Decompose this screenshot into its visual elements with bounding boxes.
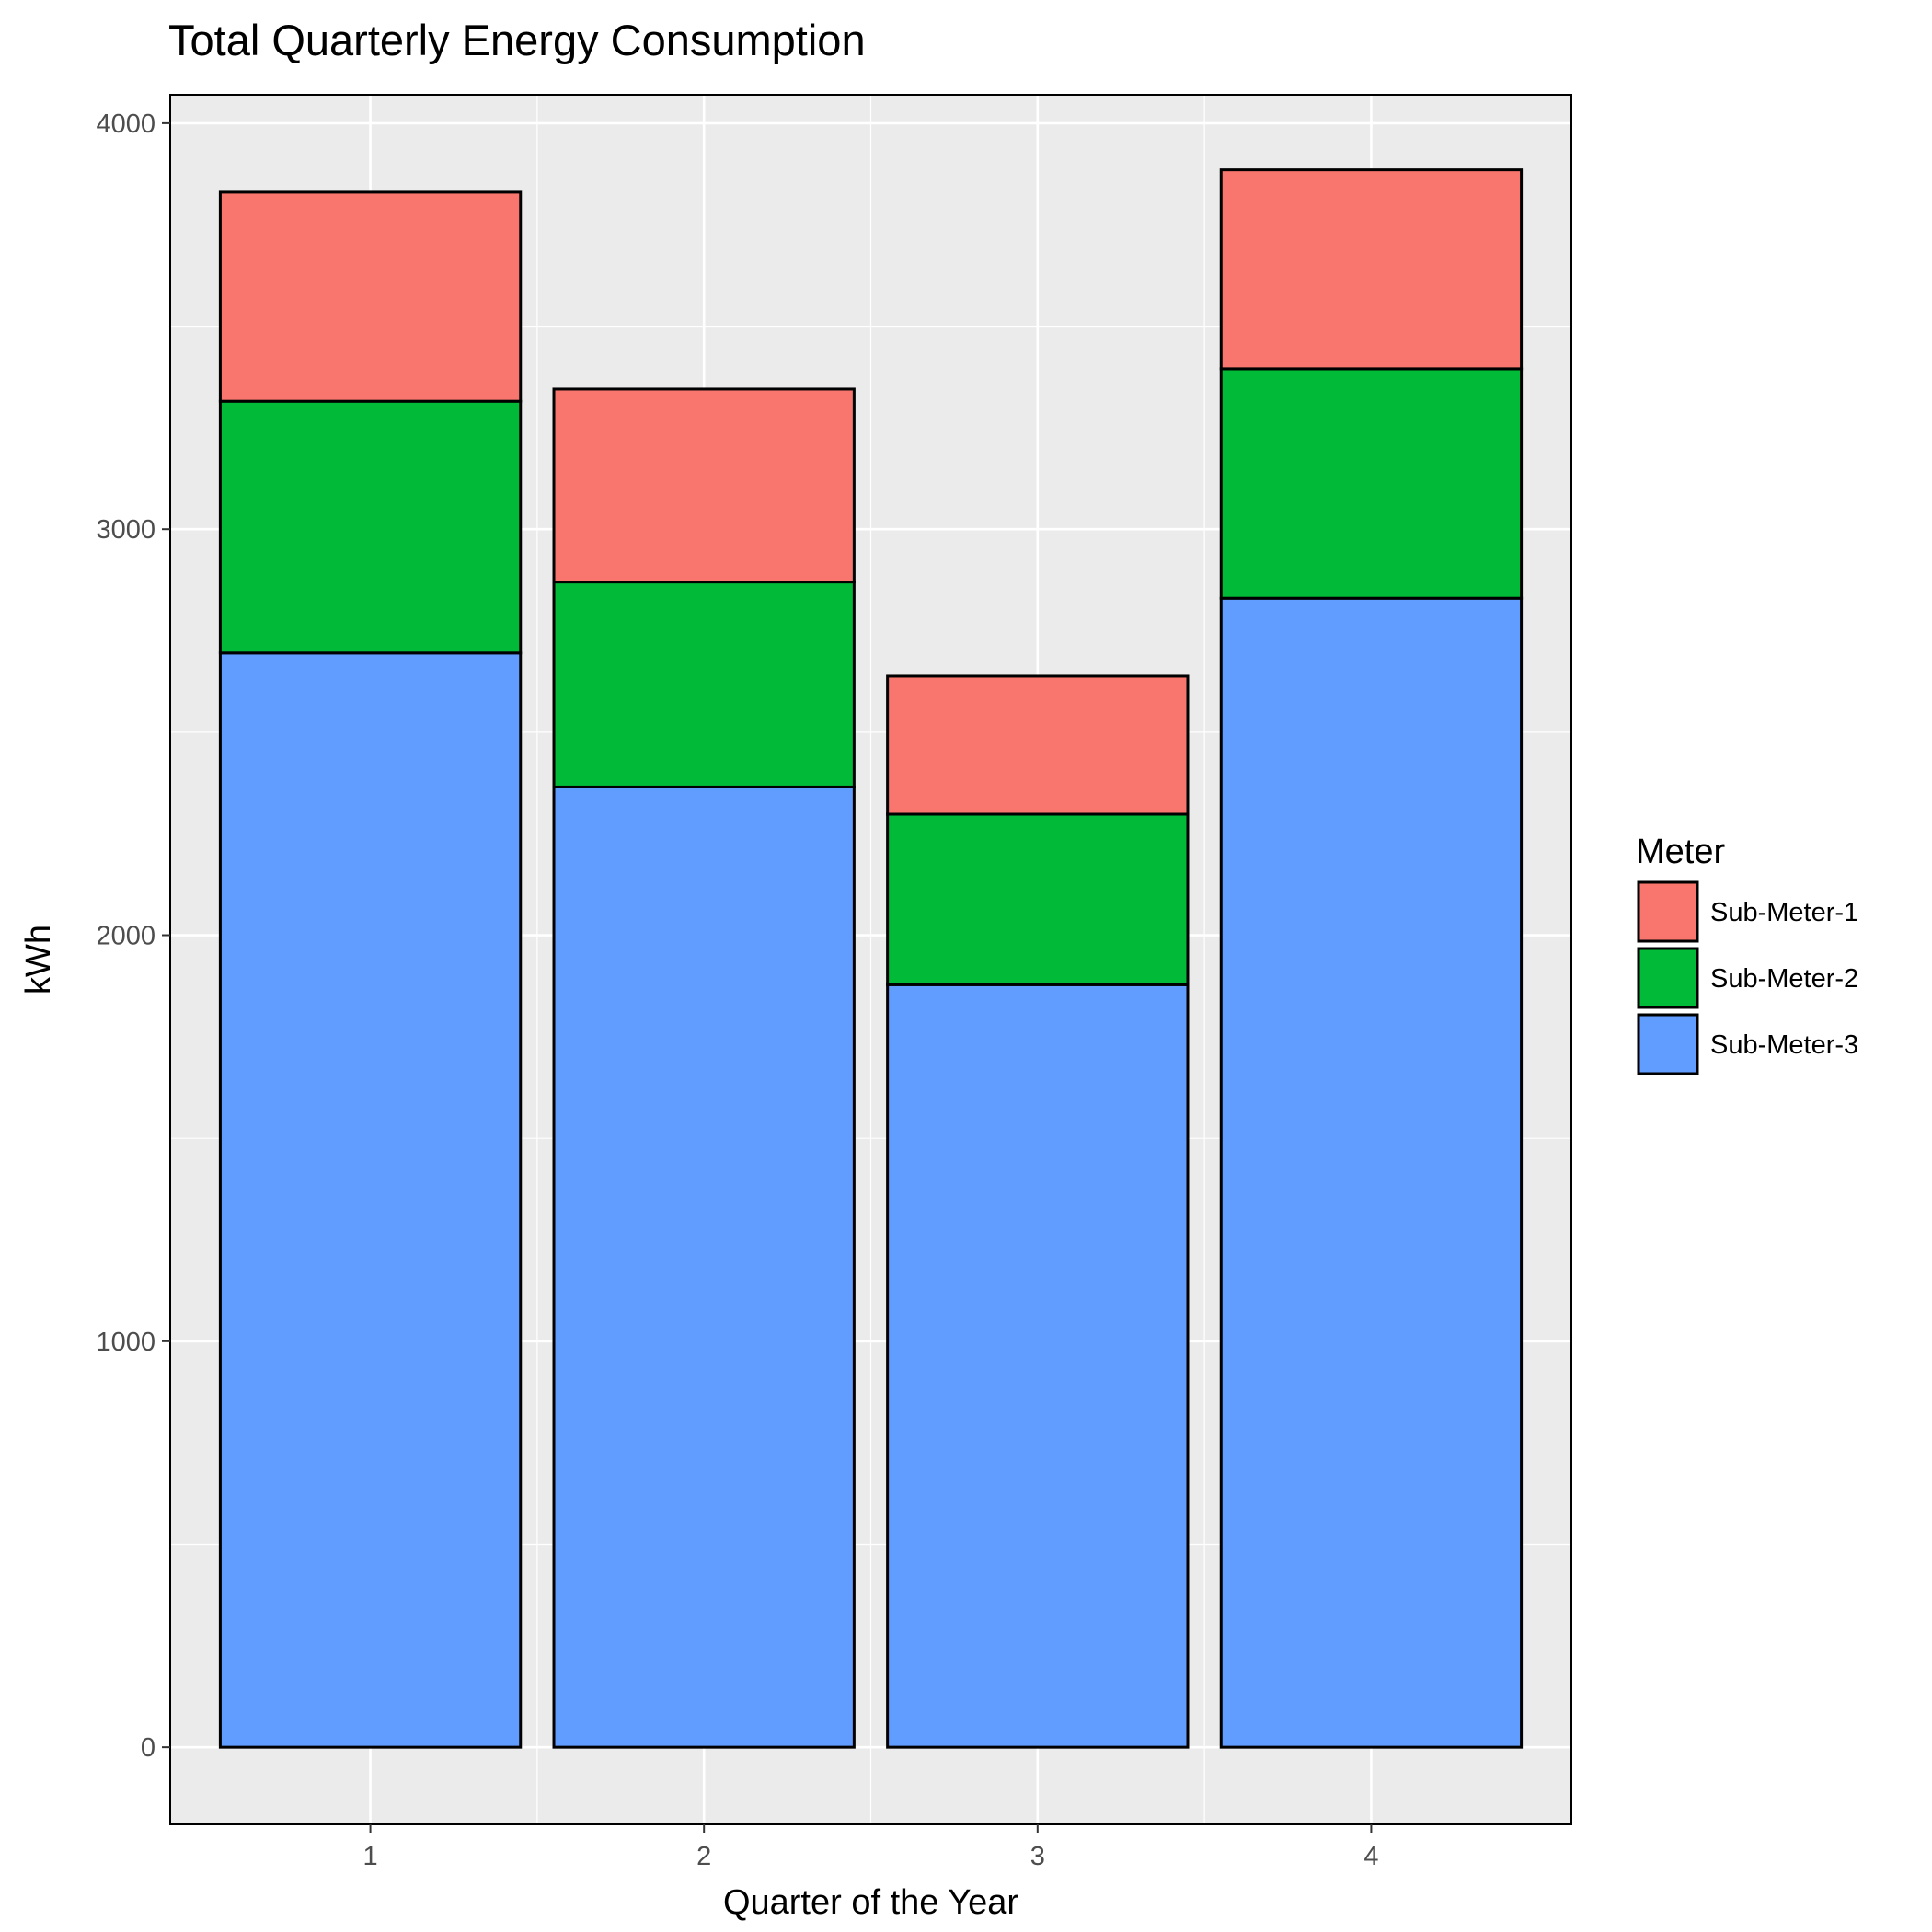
bar-segment-sub-meter-1-q3: [886, 674, 1190, 816]
y-tick-label: 3000: [96, 515, 155, 545]
y-axis: 0 1000 2000 3000 4000: [96, 109, 170, 1763]
legend-key-sub-meter-1: [1637, 880, 1699, 943]
bar-segment-sub-meter-1-q4: [1219, 168, 1524, 371]
x-tick-label: 3: [1030, 1842, 1045, 1871]
plot-border: [169, 94, 1572, 1825]
legend-title: Meter: [1636, 833, 1725, 871]
bar-segment-sub-meter-3-q2: [552, 785, 856, 1749]
x-tick-label: 4: [1363, 1842, 1378, 1871]
y-axis-title: kWh: [19, 925, 58, 995]
legend-key-sub-meter-3: [1637, 1013, 1699, 1075]
bar-segment-sub-meter-1-q1: [218, 190, 523, 403]
legend-key-sub-meter-2: [1637, 947, 1699, 1009]
bar-segment-sub-meter-2-q2: [552, 581, 856, 788]
bar-segment-sub-meter-3-q3: [886, 983, 1190, 1749]
legend-label: Sub-Meter-1: [1710, 898, 1858, 927]
y-tick-label: 2000: [96, 922, 155, 951]
y-tick-label: 0: [141, 1733, 155, 1763]
x-tick-label: 1: [363, 1842, 378, 1871]
bar-segment-sub-meter-3-q4: [1219, 596, 1524, 1749]
chart-title: Total Quarterly Energy Consumption: [168, 16, 866, 64]
bars: [218, 168, 1524, 1749]
x-tick-label: 2: [696, 1842, 711, 1871]
x-axis-title: Quarter of the Year: [723, 1883, 1018, 1922]
bar-segment-sub-meter-2-q4: [1219, 367, 1524, 600]
bar-segment-sub-meter-2-q1: [218, 399, 523, 655]
legend: Meter Sub-Meter-1 Sub-Meter-2 Sub-Meter-3: [1636, 833, 1858, 1075]
y-tick-label: 1000: [96, 1328, 155, 1357]
bar-segment-sub-meter-1-q2: [552, 387, 856, 584]
bar-segment-sub-meter-3-q1: [218, 651, 523, 1749]
y-tick-label: 4000: [96, 109, 155, 139]
legend-label: Sub-Meter-2: [1710, 964, 1858, 994]
bar-segment-sub-meter-2-q3: [886, 812, 1190, 986]
x-axis: 1 2 3 4: [363, 1824, 1378, 1871]
legend-label: Sub-Meter-3: [1710, 1030, 1858, 1060]
